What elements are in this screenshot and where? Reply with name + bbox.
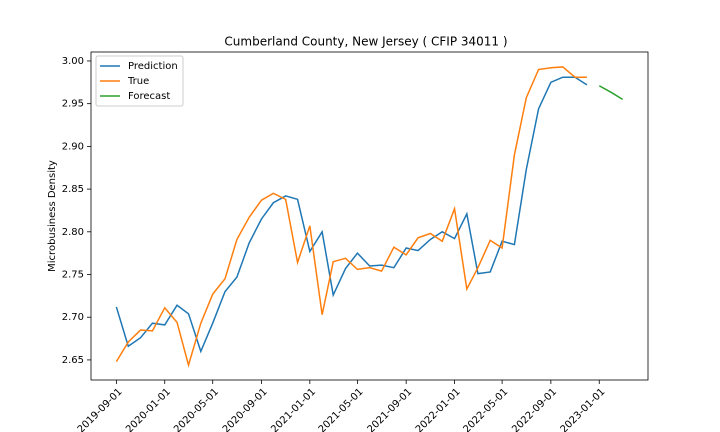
legend-label: True: [127, 76, 149, 87]
y-tick-label: 2.70: [62, 312, 84, 323]
line-series: [598, 85, 624, 101]
plot-frame: [90, 51, 649, 381]
y-axis-label: Microbusiness Density: [47, 160, 58, 272]
line-series: [115, 66, 587, 368]
y-tick-label: 2.65: [62, 355, 84, 366]
y-tick-label: 2.85: [62, 184, 84, 195]
legend-box: [95, 55, 184, 107]
chart-title: Cumberland County, New Jersey ( CFIP 340…: [224, 35, 507, 49]
y-tick-label: 2.75: [62, 270, 84, 281]
line-series: [115, 76, 588, 354]
y-tick-label: 2.80: [62, 227, 84, 238]
y-tick-label: 2.95: [62, 99, 84, 110]
legend-label: Forecast: [128, 91, 170, 102]
y-tick-label: 2.90: [62, 141, 84, 152]
y-tick-label: 3.00: [62, 56, 84, 67]
legend-label: Prediction: [128, 61, 178, 72]
